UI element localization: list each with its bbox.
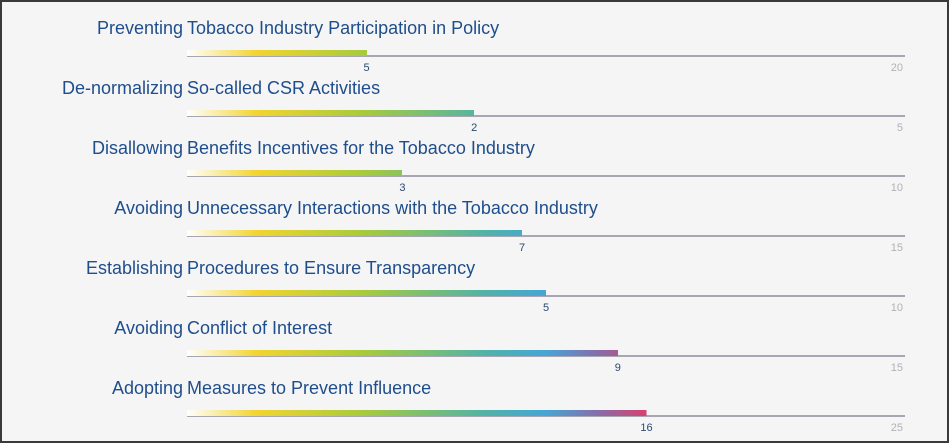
bar-row: Avoiding Conflict of Interest 9 15 — [2, 314, 947, 374]
bar — [187, 110, 475, 116]
bar-track — [187, 115, 905, 117]
max-label: 10 — [890, 182, 903, 194]
value-label: 9 — [614, 362, 621, 374]
bar — [187, 170, 403, 176]
bar — [187, 290, 546, 296]
category-label: Measures to Prevent Influence — [187, 378, 432, 398]
bar-track — [187, 55, 905, 57]
category-label-lead: De-normalizing — [61, 78, 183, 98]
max-label: 15 — [890, 242, 903, 254]
value-label: 2 — [471, 122, 478, 134]
category-label-lead: Preventing — [96, 18, 183, 38]
bar-track — [187, 175, 905, 177]
bar — [187, 230, 523, 236]
category-label-lead: Avoiding — [114, 318, 183, 338]
bar-track — [187, 235, 905, 237]
bar — [187, 50, 367, 56]
value-label: 7 — [519, 242, 526, 254]
category-label: Unnecessary Interactions with the Tobacc… — [187, 198, 598, 218]
value-label: 16 — [640, 422, 653, 434]
category-label: Tobacco Industry Participation in Policy — [187, 18, 500, 38]
bar — [187, 410, 647, 416]
value-label: 5 — [542, 302, 550, 314]
max-label: 10 — [890, 302, 903, 314]
category-label-lead: Adopting — [111, 378, 183, 398]
value-label: 5 — [363, 62, 370, 74]
bar-row: Establishing Procedures to Ensure Transpa… — [2, 254, 947, 314]
bar-row: Avoiding Unnecessary Interactions with th… — [2, 194, 947, 254]
value-label: 3 — [399, 182, 406, 194]
bar-row: Adopting Measures to Prevent Influence 16 2… — [2, 374, 947, 434]
max-label: 20 — [890, 62, 903, 74]
category-label: Conflict of Interest — [187, 318, 333, 338]
category-label-lead: Establishing — [85, 258, 183, 278]
max-label: 25 — [890, 422, 903, 434]
bar — [187, 350, 618, 356]
max-label: 15 — [890, 362, 903, 374]
bar-row: Disallowing Benefits Incentives for the T… — [2, 134, 947, 194]
bar-row: Preventing Tobacco Industry Participation… — [2, 14, 947, 74]
category-label: So-called CSR Activities — [187, 78, 381, 98]
max-label: 5 — [896, 122, 903, 134]
category-label: Benefits Incentives for the Tobacco Indu… — [187, 138, 535, 158]
category-label-lead: Disallowing — [91, 138, 183, 158]
category-label: Procedures to Ensure Transparency — [187, 258, 476, 278]
category-label-lead: Avoiding — [114, 198, 183, 218]
bar-row: De-normalizing So-called CSR Activities 2 5 — [2, 74, 947, 134]
bar-track — [187, 295, 905, 297]
